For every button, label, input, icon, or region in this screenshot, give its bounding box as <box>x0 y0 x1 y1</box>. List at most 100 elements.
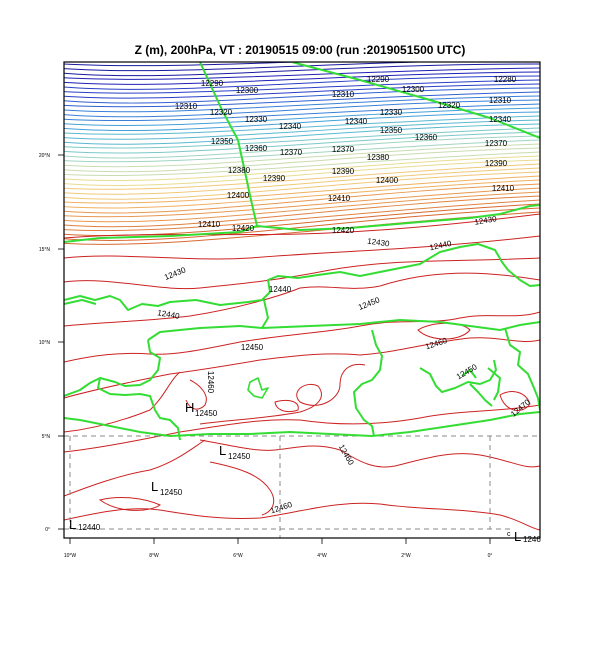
contour-label: 12450 <box>455 362 479 381</box>
lat-tick-label: 0° <box>45 527 50 533</box>
lat-lon-grid <box>64 435 540 538</box>
lon-tick-label: 8°W <box>149 553 159 559</box>
contour-label: 12310 <box>489 96 512 105</box>
lat-tick-label: 15°N <box>39 247 51 253</box>
lat-axis: 20°N 15°N 10°N 5°N 0° <box>39 153 64 533</box>
border-line <box>64 339 161 397</box>
lon-axis: 10°W 8°W 6°W 4°W 2°W 0° <box>64 538 492 559</box>
small-marker: c <box>507 531 511 538</box>
contour-line <box>64 159 540 186</box>
low-marker: L 1246 <box>514 529 541 544</box>
contour-line <box>64 63 540 77</box>
low-value: 12450 <box>228 452 251 461</box>
map-title: Z (m), 200hPa, VT : 20190515 09:00 (run … <box>134 43 466 57</box>
high-marker: H 12450 <box>185 400 218 418</box>
contour-line <box>64 103 540 122</box>
border-line <box>147 299 269 341</box>
contour-line <box>64 127 540 149</box>
contour-line <box>64 163 540 190</box>
map-frame <box>63 61 541 539</box>
lon-tick-label: 6°W <box>233 553 243 559</box>
low-letter: L <box>151 479 158 494</box>
contour-line <box>64 95 540 113</box>
contour-label: 12390 <box>485 159 508 168</box>
contour-line <box>64 183 540 214</box>
lat-tick-label: 5°N <box>42 434 51 440</box>
contour-line <box>64 502 540 531</box>
low-value: 12450 <box>160 488 183 497</box>
contour-label: 12320 <box>210 108 233 117</box>
contour-line <box>64 155 540 182</box>
contour-line <box>64 107 540 127</box>
contour-line <box>64 123 540 145</box>
contour-label: 12290 <box>367 75 390 84</box>
contour-line <box>64 99 540 118</box>
low-marker: L 12450 <box>219 443 251 461</box>
contour-label: 12280 <box>494 75 517 84</box>
contour-label: 12370 <box>280 148 303 157</box>
border-line <box>247 377 269 399</box>
contour-line <box>64 371 181 433</box>
contour-line <box>64 311 540 363</box>
contour-labels: 12290 12300 12310 12320 12330 12340 1235… <box>157 75 533 515</box>
contour-label: 12460 <box>206 371 215 394</box>
contour-line <box>64 87 540 104</box>
contour-label: 12360 <box>245 144 268 153</box>
lon-tick-label: 10°W <box>64 553 77 559</box>
border-line <box>64 62 258 243</box>
border-line <box>261 319 540 331</box>
contour-line <box>64 272 540 327</box>
contour-line <box>64 115 540 135</box>
contour-line <box>64 147 540 173</box>
contour-label: 12330 <box>245 115 268 124</box>
contour-label: 12430 <box>163 265 188 282</box>
contour-line <box>64 62 313 67</box>
contour-line <box>64 179 540 209</box>
high-letter: H <box>185 400 194 415</box>
border-line <box>256 204 540 231</box>
contour-line <box>64 175 540 204</box>
lon-tick-label: 4°W <box>317 553 327 559</box>
contour-line <box>64 143 540 168</box>
border-line <box>97 377 181 441</box>
contour-line <box>199 363 366 425</box>
contour-line <box>64 135 540 159</box>
contour-line <box>64 187 540 218</box>
contour-line <box>64 83 540 99</box>
contour-label: 12340 <box>279 122 302 131</box>
contour-line <box>64 75 540 90</box>
contour-label: 12450 <box>241 343 264 352</box>
contour-line <box>64 151 540 177</box>
contour-label: 12360 <box>415 133 438 142</box>
contour-label: 12310 <box>332 90 355 99</box>
contour-label: 12390 <box>332 167 355 176</box>
contour-line <box>64 111 540 132</box>
contour-label: 12380 <box>367 153 390 162</box>
contour-label: 12410 <box>328 194 351 203</box>
low-marker: L 12450 <box>151 479 183 497</box>
contour-line <box>64 337 540 399</box>
contour-label: 12430 <box>474 214 498 227</box>
border-line <box>353 329 383 437</box>
contour-label: 12420 <box>332 226 355 235</box>
contour-label: 12430 <box>367 237 391 249</box>
border-line <box>64 243 540 311</box>
contour-label: 12340 <box>489 115 512 124</box>
contour-line <box>274 399 299 413</box>
lon-tick-label: 2°W <box>401 553 411 559</box>
low-value: 12440 <box>78 523 101 532</box>
contour-label: 12300 <box>236 86 259 95</box>
contour-label: 12390 <box>263 174 286 183</box>
contour-label: 12380 <box>228 166 251 175</box>
contour-label: 12460 <box>424 336 448 352</box>
contour-label: 12330 <box>380 108 403 117</box>
contour-line <box>64 91 540 108</box>
contour-line <box>64 195 540 228</box>
contour-line <box>98 497 161 511</box>
contour-label: 12310 <box>175 102 198 111</box>
contour-label: 12300 <box>402 85 425 94</box>
contour-line <box>64 439 206 497</box>
contour-line <box>64 62 438 72</box>
contour-line <box>209 461 275 516</box>
